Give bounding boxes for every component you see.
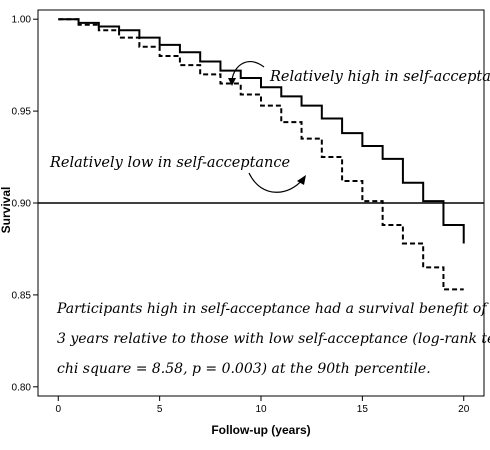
note-line-2: 3 years relative to those with low self-… <box>57 331 490 347</box>
y-tick-label: 0.90 <box>12 199 32 210</box>
arrow-head-high <box>228 78 236 86</box>
x-tick-label: 10 <box>255 404 267 415</box>
note-line-3: chi square = 8.58, p = 0.003) at the 90t… <box>57 361 431 377</box>
y-axis-title: Survival <box>0 187 13 234</box>
series-line-low-self-acceptance <box>58 18 464 291</box>
y-tick-label: 0.85 <box>12 290 32 301</box>
axis-ticks: 0 5 10 15 20 0.80 0.85 0.90 0.95 1.00 <box>12 15 470 415</box>
x-tick-label: 20 <box>458 404 470 415</box>
y-tick-label: 0.95 <box>12 107 32 118</box>
annotation-high-label: Relatively high in self-acceptance <box>269 69 490 85</box>
series-line-high-self-acceptance <box>58 18 465 244</box>
note-line-1: Participants high in self-acceptance had… <box>56 301 489 317</box>
annotation-low-label: Relatively low in self-acceptance <box>49 155 290 171</box>
x-axis-title: Follow-up (years) <box>211 423 310 437</box>
arrow-head-low <box>297 175 306 185</box>
arrow-to-high-curve <box>231 61 265 81</box>
y-tick-label: 1.00 <box>12 15 32 26</box>
y-tick-label: 0.80 <box>12 382 32 393</box>
arrow-to-low-curve <box>248 172 303 193</box>
x-tick-label: 5 <box>157 404 163 415</box>
x-tick-label: 15 <box>357 404 369 415</box>
x-tick-label: 0 <box>55 404 61 415</box>
series-layer <box>58 18 465 291</box>
